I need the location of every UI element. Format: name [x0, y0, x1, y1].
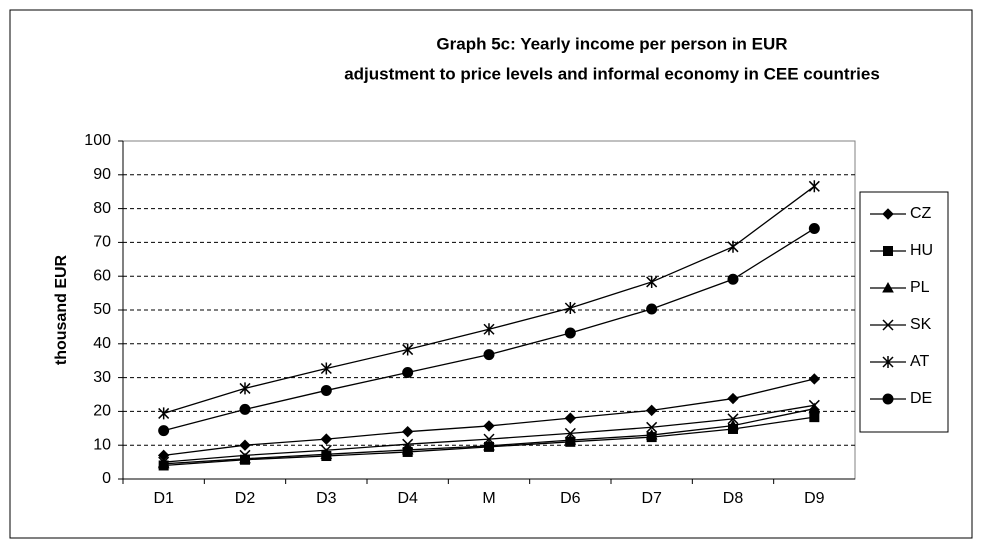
marker	[564, 434, 577, 445]
marker	[645, 429, 658, 440]
y-tick-label: 40	[93, 335, 111, 352]
legend-marker	[882, 208, 894, 220]
marker	[564, 427, 576, 439]
x-tick-label: D7	[641, 490, 662, 507]
marker	[320, 362, 332, 375]
y-tick-label: 20	[93, 403, 111, 420]
marker	[401, 425, 414, 438]
marker	[808, 399, 820, 411]
x-tick-label: D1	[153, 490, 174, 507]
marker	[320, 444, 332, 456]
legend-marker	[882, 319, 894, 331]
x-tick-label: D8	[723, 490, 744, 507]
x-tick-label: D9	[804, 490, 825, 507]
marker	[808, 180, 820, 193]
y-tick-label: 70	[93, 234, 111, 251]
marker	[402, 367, 414, 379]
legend-label: HU	[910, 242, 933, 259]
y-tick-label: 60	[93, 267, 111, 284]
y-axis-label: thousand EUR	[53, 254, 70, 365]
marker	[727, 240, 739, 253]
legend-marker	[882, 281, 894, 293]
marker	[646, 421, 658, 433]
marker	[239, 449, 251, 461]
marker	[158, 425, 170, 437]
marker	[809, 412, 820, 423]
x-tick-label: M	[482, 490, 495, 507]
marker	[158, 456, 170, 468]
legend-label: SK	[910, 316, 932, 333]
legend-label: PL	[910, 279, 930, 296]
marker	[239, 439, 251, 451]
marker	[808, 373, 821, 385]
marker	[564, 412, 577, 424]
y-tick-label: 90	[93, 166, 111, 183]
legend-marker	[883, 246, 893, 256]
x-tick-label: D4	[397, 490, 418, 507]
x-tick-label: D2	[235, 490, 256, 507]
y-tick-label: 30	[93, 369, 111, 386]
marker	[483, 349, 495, 361]
chart-title: Graph 5c: Yearly income per person in EU…	[436, 34, 787, 53]
legend-marker	[882, 393, 894, 405]
marker	[727, 392, 739, 405]
y-tick-label: 80	[93, 200, 111, 217]
y-tick-label: 100	[84, 132, 111, 149]
x-tick-label: D3	[316, 490, 337, 507]
marker	[401, 443, 414, 455]
marker	[483, 433, 495, 445]
marker	[158, 407, 170, 420]
marker	[239, 382, 251, 395]
marker	[646, 275, 658, 288]
marker	[402, 438, 414, 450]
legend-marker	[882, 356, 894, 368]
marker	[727, 413, 739, 425]
marker	[646, 303, 658, 315]
marker	[727, 273, 739, 285]
marker	[483, 439, 495, 451]
legend-label: DE	[910, 390, 932, 407]
legend-label: AT	[910, 353, 929, 370]
marker	[727, 419, 739, 431]
legend	[859, 191, 949, 433]
marker	[483, 323, 495, 336]
marker	[239, 403, 251, 415]
marker	[564, 301, 576, 314]
y-tick-label: 50	[93, 301, 111, 318]
y-tick-label: 10	[93, 436, 111, 453]
x-tick-label: D6	[560, 490, 581, 507]
marker	[808, 223, 820, 235]
y-tick-label: 0	[102, 470, 111, 487]
marker	[645, 404, 658, 417]
marker	[402, 343, 414, 356]
chart-subtitle: adjustment to price levels and informal …	[344, 64, 880, 83]
marker	[483, 420, 495, 432]
marker	[320, 433, 333, 445]
marker	[320, 384, 332, 396]
legend-label: CZ	[910, 205, 932, 222]
marker	[564, 327, 576, 339]
